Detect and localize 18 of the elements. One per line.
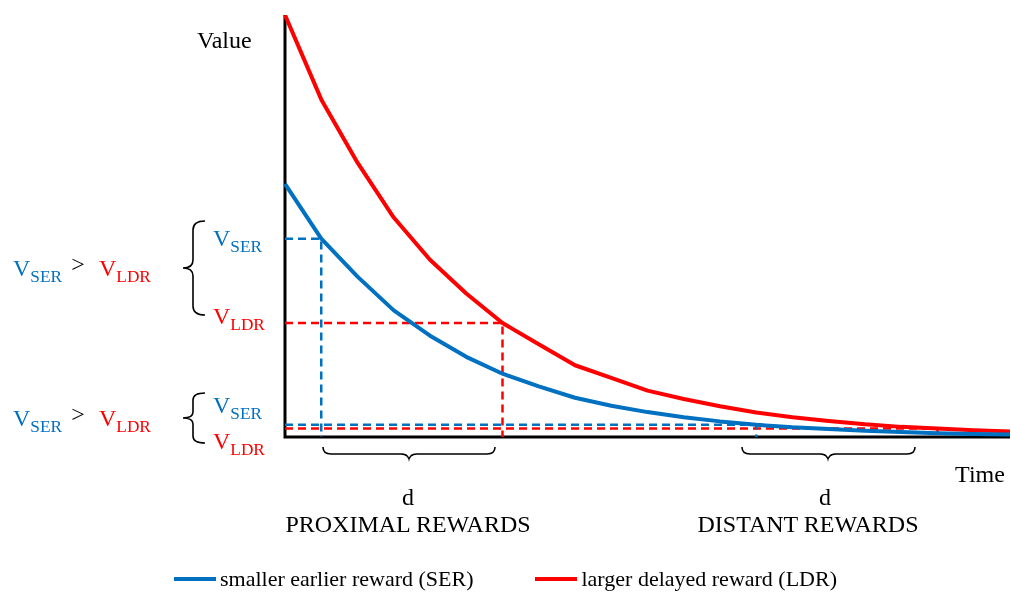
- legend-label: larger delayed reward (LDR): [581, 566, 838, 592]
- text: DISTANT REWARDS: [697, 511, 919, 537]
- text: V$_{LDR}$: [213, 303, 265, 335]
- text: V$_{SER}$: [13, 405, 63, 437]
- text: PROXIMAL REWARDS: [285, 511, 531, 537]
- text: V$_{LDR}$: [213, 428, 265, 460]
- text: >: [71, 251, 85, 277]
- text: V$_{SER}$: [213, 225, 263, 257]
- text: d: [819, 484, 831, 510]
- text: >: [71, 401, 85, 427]
- text: V$_{SER}$: [213, 392, 263, 424]
- text: d: [402, 484, 414, 510]
- text: V$_{SER}$: [13, 255, 63, 287]
- legend-label: smaller earlier reward (SER): [219, 566, 474, 592]
- text: V$_{LDR}$: [99, 405, 151, 437]
- y-axis-title: Value: [197, 27, 252, 53]
- text: V$_{LDR}$: [99, 255, 151, 287]
- x-axis-title: Time: [955, 461, 1005, 487]
